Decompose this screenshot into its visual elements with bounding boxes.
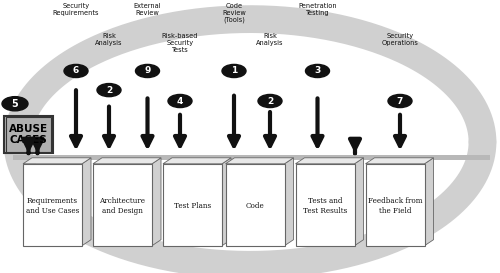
Circle shape xyxy=(306,64,330,78)
Text: External
Review: External Review xyxy=(134,3,162,16)
Polygon shape xyxy=(284,158,294,246)
Circle shape xyxy=(97,84,121,97)
Polygon shape xyxy=(296,158,364,164)
Text: 2: 2 xyxy=(106,86,112,94)
Text: 7: 7 xyxy=(397,97,403,105)
Text: Risk
Analysis: Risk Analysis xyxy=(95,33,123,46)
Text: Architecture
and Design: Architecture and Design xyxy=(100,197,146,215)
Polygon shape xyxy=(366,158,434,164)
Text: 6: 6 xyxy=(73,67,79,75)
Circle shape xyxy=(2,97,28,111)
Bar xyxy=(12,155,490,160)
Polygon shape xyxy=(424,158,434,246)
Text: Requirements
and Use Cases: Requirements and Use Cases xyxy=(26,197,79,215)
Bar xyxy=(4,116,53,153)
Polygon shape xyxy=(93,158,161,164)
Text: Test Plans: Test Plans xyxy=(174,202,211,210)
Polygon shape xyxy=(226,158,294,164)
Text: 1: 1 xyxy=(231,67,237,75)
Text: Risk
Analysis: Risk Analysis xyxy=(256,33,284,46)
Polygon shape xyxy=(82,158,91,246)
Text: Tests and
Test Results: Tests and Test Results xyxy=(303,197,347,215)
Text: Code
Review
(Tools): Code Review (Tools) xyxy=(222,3,246,23)
Polygon shape xyxy=(23,158,91,164)
Circle shape xyxy=(388,94,412,108)
Bar xyxy=(296,164,354,246)
Circle shape xyxy=(136,64,160,78)
Bar xyxy=(366,164,424,246)
Text: ABUSE
CASES: ABUSE CASES xyxy=(9,124,48,145)
Text: 5: 5 xyxy=(12,99,18,109)
Text: 9: 9 xyxy=(144,67,150,75)
Text: 3: 3 xyxy=(314,67,320,75)
Text: 4: 4 xyxy=(177,97,183,105)
Polygon shape xyxy=(163,158,231,164)
Text: Penetration
Testing: Penetration Testing xyxy=(298,3,337,16)
Circle shape xyxy=(258,94,282,108)
Polygon shape xyxy=(222,158,231,246)
Bar xyxy=(93,164,152,246)
Text: Security
Operations: Security Operations xyxy=(382,33,418,46)
Bar xyxy=(23,164,82,246)
Text: 2: 2 xyxy=(267,97,273,105)
Circle shape xyxy=(64,64,88,78)
Text: Feedback from
the Field: Feedback from the Field xyxy=(368,197,422,215)
Bar xyxy=(163,164,222,246)
Circle shape xyxy=(222,64,246,78)
Bar xyxy=(6,117,51,152)
Bar xyxy=(226,164,284,246)
Circle shape xyxy=(168,94,192,108)
Polygon shape xyxy=(9,146,24,157)
Polygon shape xyxy=(152,158,161,246)
Text: Security
Requirements: Security Requirements xyxy=(53,3,99,16)
Polygon shape xyxy=(354,158,364,246)
Text: Code: Code xyxy=(246,202,264,210)
Text: Risk-based
Security
Tests: Risk-based Security Tests xyxy=(162,33,198,53)
